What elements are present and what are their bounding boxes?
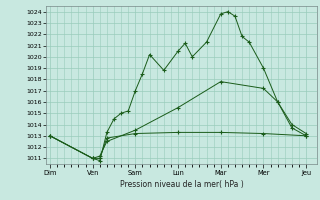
X-axis label: Pression niveau de la mer( hPa ): Pression niveau de la mer( hPa ) bbox=[120, 180, 244, 189]
